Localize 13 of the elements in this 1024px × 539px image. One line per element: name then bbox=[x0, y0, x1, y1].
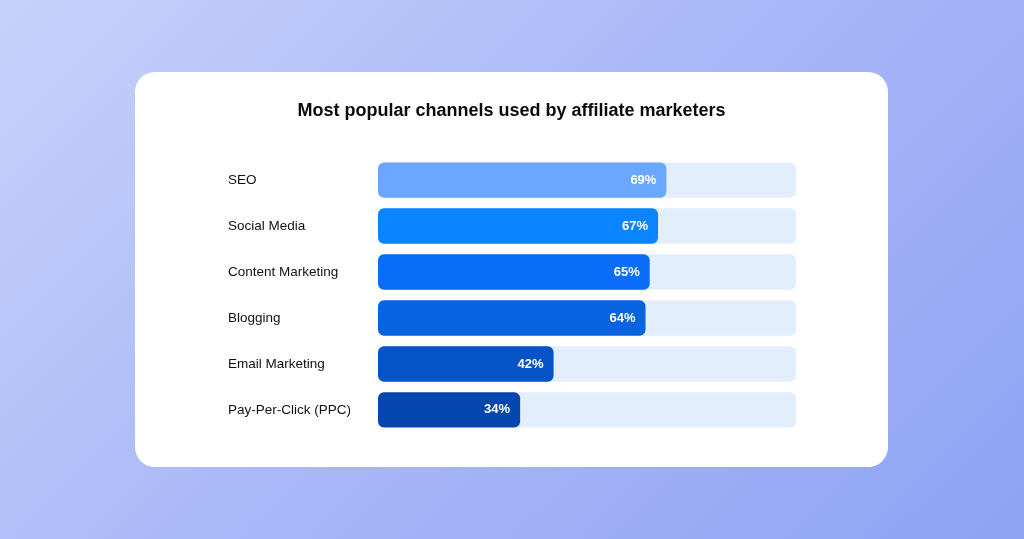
data-label: 67% bbox=[622, 217, 649, 233]
y-tick-label: SEO bbox=[228, 171, 257, 187]
y-tick-label: Pay-Per-Click (PPC) bbox=[228, 401, 352, 417]
chart-title: Most popular channels used by affiliate marketers bbox=[296, 100, 727, 121]
data-label: 64% bbox=[609, 309, 636, 325]
data-label: 42% bbox=[517, 355, 544, 371]
data-label: 69% bbox=[630, 171, 657, 187]
y-tick-label: Email Marketing bbox=[228, 355, 325, 371]
data-label: 65% bbox=[613, 263, 641, 279]
y-tick-label: Blogging bbox=[228, 309, 281, 325]
y-tick-label: Social Media bbox=[228, 217, 306, 233]
y-tick-label: Content Marketing bbox=[228, 263, 339, 279]
data-label: 34% bbox=[484, 401, 511, 417]
